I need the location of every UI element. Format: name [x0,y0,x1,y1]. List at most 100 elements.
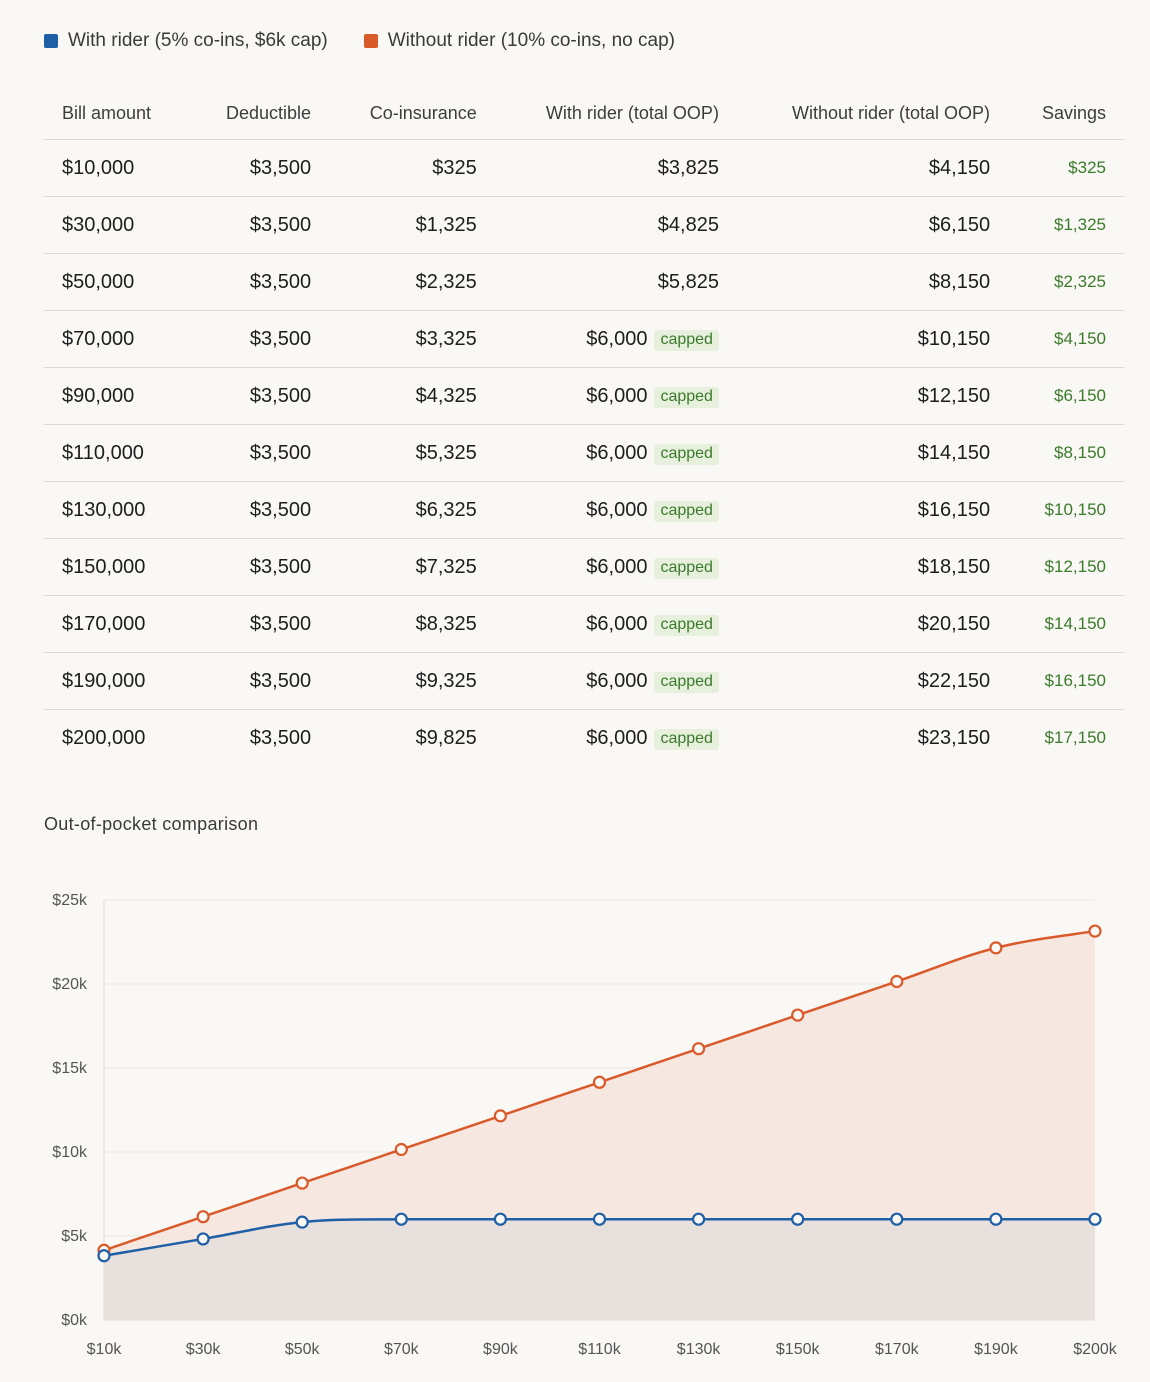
cell-bill-amount: $50,000 [44,253,189,311]
cell-bill-amount: $10,000 [44,139,189,197]
x-tick-label: $110k [578,1341,621,1358]
cell-deductible: $3,500 [188,481,330,539]
cell-savings: $10,150 [1008,481,1124,539]
cell-without-rider-value: $22,150 [917,669,991,692]
cell-with-rider-value: $6,000 [586,327,648,350]
legend-label-without-rider: Without rider (10% co-ins, no cap) [387,30,675,51]
y-tick-label: $15k [52,1060,88,1077]
table-row: $190,000 $3,500 $9,325 $6,000 capped $22,150 $… [44,652,1124,710]
capped-badge: capped [654,614,719,636]
cell-savings-value: $325 [1068,158,1106,177]
cell-savings-value: $6,150 [1054,386,1106,405]
cell-with-rider: $6,000 capped [494,310,737,368]
point-without-rider [890,974,904,989]
cell-with-rider: $6,000 capped [495,710,737,767]
cell-co-insurance: $8,325 [329,595,495,653]
point-with-rider [592,1212,607,1226]
cell-savings: $12,150 [1008,538,1124,596]
point-without-rider [1088,924,1102,938]
cell-without-rider: $20,150 [736,595,1009,653]
x-tick-label: $50k [285,1341,321,1358]
cell-savings: $14,150 [1008,595,1124,653]
cell-deductible: $3,500 [188,139,330,197]
cell-bill-amount-value: $30,000 [62,213,135,236]
cell-without-rider: $10,150 [736,310,1009,368]
point-without-rider [295,1176,309,1190]
point-with-rider [1088,1212,1102,1226]
capped-badge: capped [654,386,719,408]
header-co-insurance: Co-insurance [329,88,495,140]
cell-savings-value: $10,150 [1044,500,1106,519]
cell-co-insurance-value: $3,325 [415,327,477,350]
cell-savings-value: $17,150 [1044,728,1106,747]
cell-without-rider: $23,150 [737,710,1008,767]
cell-bill-amount: $200,000 [44,710,189,767]
cell-savings-value: $16,150 [1044,671,1106,690]
capped-badge: capped [654,443,719,465]
cell-co-insurance-value: $1,325 [415,213,477,236]
x-tick-label: $130k [677,1341,722,1358]
cell-bill-amount: $70,000 [44,310,189,368]
cell-bill-amount-value: $70,000 [62,327,135,350]
cell-bill-amount-value: $90,000 [62,384,135,407]
point-with-rider [295,1215,309,1229]
cell-deductible-value: $3,500 [249,156,312,179]
cell-co-insurance: $325 [329,139,495,197]
cell-without-rider: $8,150 [736,253,1009,311]
x-tick-label: $200k [1073,1341,1118,1358]
cell-deductible: $3,500 [188,538,330,596]
header-savings: Savings [1008,88,1124,140]
point-without-rider [196,1210,210,1224]
x-tick-label: $170k [875,1341,920,1358]
cell-savings: $8,150 [1008,424,1124,482]
cell-deductible-value: $3,500 [249,327,312,350]
area-with-rider [104,1219,1095,1320]
cell-with-rider-value: $6,000 [586,384,648,407]
point-with-rider [394,1212,408,1226]
table-row: $200,000 $3,500 $9,825 $6,000 capped $23,150 $… [44,710,1124,767]
point-without-rider [592,1075,607,1089]
oop-comparison-table: Bill amount Deductible Co-insurance With… [44,88,1124,766]
cell-bill-amount: $150,000 [44,538,189,596]
cell-savings: $17,150 [1008,710,1124,767]
cell-bill-amount: $190,000 [44,652,189,710]
table-row: $30,000 $3,500 $1,325 $4,825 $6,150 $1,325 [44,196,1124,254]
header-with-rider: With rider (total OOP) [494,88,737,140]
cell-savings: $325 [1008,139,1124,197]
cell-co-insurance: $9,325 [329,652,495,710]
capped-badge: capped [654,329,719,351]
cell-deductible-value: $3,500 [249,726,312,749]
oop-line-chart: $0k $5k $10k $15k $20k $25k $10k $30k $50k $70k $9… [52,892,1118,1358]
cell-co-insurance: $9,825 [329,710,495,767]
cell-without-rider-value: $10,150 [917,327,991,350]
legend-item-with-rider: With rider (5% co-ins, $6k cap) [44,30,328,52]
cell-savings: $16,150 [1008,652,1124,710]
cell-with-rider: $4,825 [494,196,737,254]
cell-co-insurance-value: $8,325 [415,612,477,635]
legend-item-without-rider: Without rider (10% co-ins, no cap) [363,30,675,52]
legend-swatch-with-rider [44,34,58,48]
cell-savings-value: $8,150 [1054,443,1106,462]
y-tick-label: $5k [61,1228,88,1245]
cell-bill-amount: $110,000 [44,424,189,482]
cell-with-rider-value: $5,825 [657,270,719,293]
cell-without-rider: $16,150 [736,481,1009,539]
cell-savings: $1,325 [1008,196,1124,254]
point-without-rider [691,1042,706,1056]
cell-bill-amount: $90,000 [44,367,189,425]
table-row: $170,000 $3,500 $8,325 $6,000 capped $20,150 $… [44,595,1124,653]
point-with-rider [196,1232,210,1246]
cell-co-insurance: $2,325 [329,253,495,311]
x-tick-label: $90k [483,1341,519,1358]
table-row: $10,000 $3,500 $325 $3,825 $4,150 $325 [44,139,1124,197]
cell-with-rider: $5,825 [494,253,737,311]
cell-without-rider: $12,150 [736,367,1009,425]
point-with-rider [493,1212,507,1226]
cell-savings-value: $14,150 [1044,614,1106,633]
cell-deductible-value: $3,500 [249,669,312,692]
cell-bill-amount: $170,000 [44,595,189,653]
cell-with-rider-value: $6,000 [586,555,648,578]
cell-deductible: $3,500 [188,196,330,254]
cell-co-insurance-value: $4,325 [415,384,477,407]
cell-bill-amount-value: $10,000 [62,156,135,179]
